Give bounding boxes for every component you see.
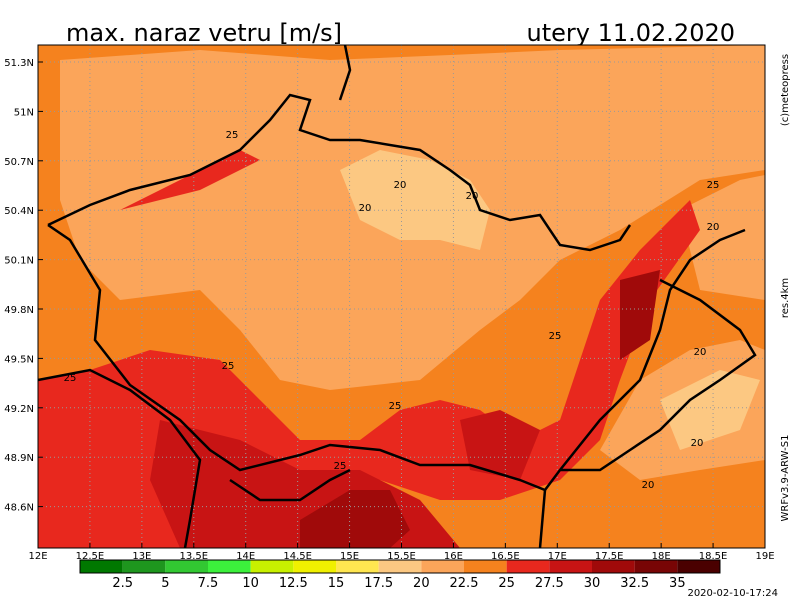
colorbar-label: 35 [669,576,686,591]
contour-label: 25 [226,130,239,141]
contour-label: 25 [549,331,562,342]
colorbar-swatch [634,560,678,573]
colorbar-swatch [165,560,208,573]
colorbar-swatch [80,560,123,573]
colorbar-label: 22.5 [450,576,479,591]
colorbar: 2.5 5 7.5 10 12.5 15 17.5 20 22.5 25 27.5 30 32.5 35 [79,559,721,591]
lat-label: 50.1N [4,256,34,267]
colorbar-label: 7.5 [198,576,219,591]
lon-label: 19E [755,551,774,562]
model: WRFv3.9-ARW-S1 [780,435,791,522]
colorbar-label: 12.5 [279,576,308,591]
map-frame [37,44,766,549]
colorbar-swatch [122,560,166,573]
title: max. naraz vetru [m/s] [66,19,342,47]
colorbar-swatch [506,560,550,573]
wind-field [38,45,765,548]
contour-label: 20 [707,222,720,233]
colorbar-swatch [549,560,592,573]
lon-label: 14.5E [283,551,312,562]
lat-label: 50.7N [4,157,34,168]
colorbar-swatch [208,560,251,573]
contour-label: 20 [694,347,707,358]
lat-label: 48.9N [4,453,34,464]
contour-label: 20 [394,180,407,191]
colorbar-label: 2.5 [112,576,133,591]
lon-label: 13.5E [179,551,208,562]
lon-label: 18E [652,551,671,562]
lon-label: 15E [340,551,359,562]
contour-label: 20 [642,480,655,491]
contour-label: 25 [389,401,402,412]
colorbar-label: 25 [498,576,515,591]
lon-label: 12E [28,551,47,562]
colorbar-label: 20 [413,576,430,591]
lat-label: 49.5N [4,354,34,365]
lon-label: 16E [444,551,463,562]
lon-label: 15.5E [387,551,416,562]
colorbar-label: 17.5 [364,576,393,591]
lon-label: 17.5E [595,551,624,562]
lat-label: 49.2N [4,404,34,415]
colorbar-label: 15 [328,576,345,591]
lat-label: 51.3N [4,58,34,69]
colorbar-label: 5 [161,576,169,591]
colorbar-swatch [378,560,422,573]
contour-label: 25 [334,461,347,472]
copyright: (c)meteopress [780,54,791,126]
lat-label: 48.6N [4,503,34,514]
lat-label: 51N [14,107,34,118]
colorbar-swatch [677,560,720,573]
colorbar-swatch [421,560,464,573]
colorbar-swatch [293,560,336,573]
lon-label: 13E [132,551,151,562]
lat-label: 49.8N [4,305,34,316]
date: utery 11.02.2020 [527,19,736,47]
lon-label: 12.5E [76,551,105,562]
colorbar-swatch [592,560,635,573]
contour-label: 25 [64,373,77,384]
contour-label: 20 [359,203,372,214]
graticule: 12E 12.5E 13E 13.5E 14E 14.5E 15E 15.5E 16E 16.5E… [4,45,775,562]
contour-label: 20 [466,191,479,202]
lat-label: 50.4N [4,206,34,217]
colorbar-label: 10 [242,576,259,591]
timestamp: 2020-02-10-17:24 [687,588,778,599]
lon-label: 16.5E [491,551,520,562]
colorbar-label: 32.5 [620,576,649,591]
colorbar-label: 27.5 [535,576,564,591]
resolution: res.4km [780,278,791,318]
colorbar-swatch [336,560,379,573]
lon-label: 18.5E [699,551,728,562]
colorbar-label: 30 [584,576,601,591]
contour-label: 20 [691,438,704,449]
lon-label: 14E [236,551,255,562]
colorbar-frame [79,559,721,574]
contour-label: 25 [222,361,235,372]
colorbar-swatch [464,560,507,573]
colorbar-swatch [250,560,294,573]
borders [37,44,757,549]
lon-label: 17E [548,551,567,562]
contour-label: 25 [707,180,720,191]
